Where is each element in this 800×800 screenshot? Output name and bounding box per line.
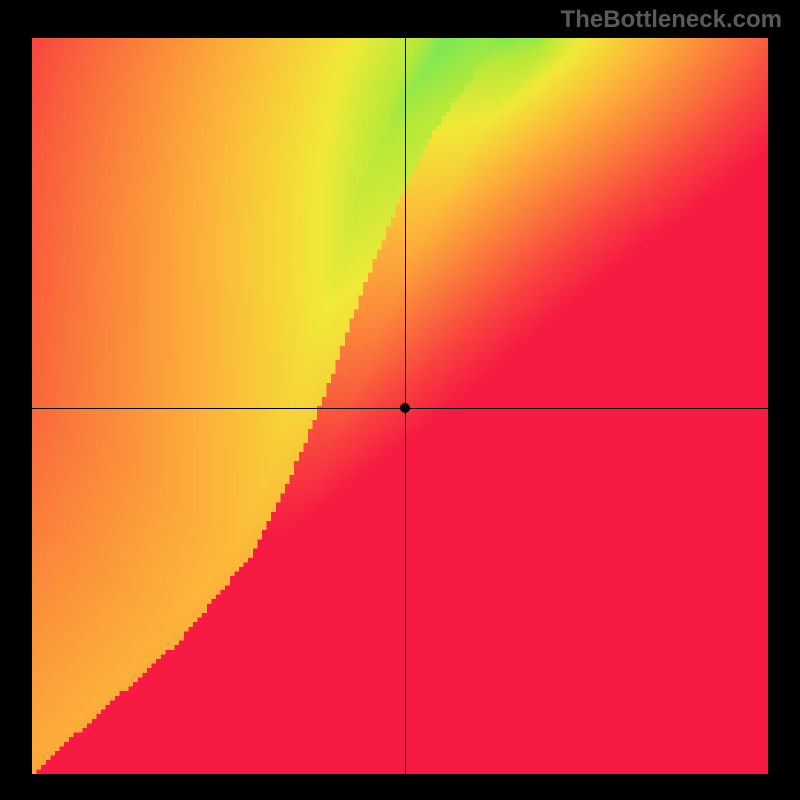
watermark-text: TheBottleneck.com	[561, 6, 782, 34]
crosshair-marker	[400, 403, 410, 413]
figure-container: TheBottleneck.com	[0, 0, 800, 800]
